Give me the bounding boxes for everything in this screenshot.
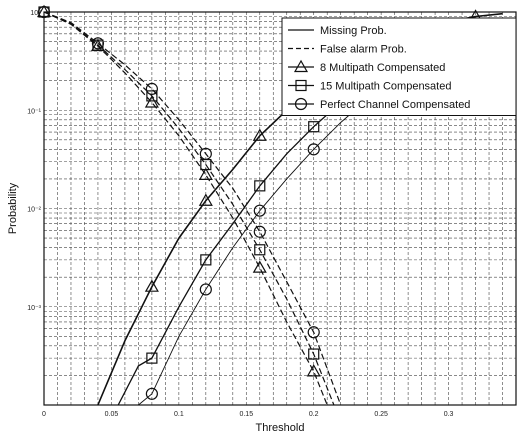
data-point-triangle [252,128,267,141]
plot-area-frame [43,11,517,406]
legend-label: 15 Multipath Compensated [320,81,451,93]
series-false_alarm-circle [37,5,342,406]
legend: Missing Prob. False alarm Prob. 8 Multipat… [281,17,517,116]
x-tick-label: 0.1 [174,411,184,418]
tick-labels: 0 0.05 0.1 0.15 0.2 0.25 0.3 10⁰ 10⁻¹ 10⁻² 10⁻³ [27,9,453,418]
data-point-circle [145,82,158,95]
data-point-circle [294,97,308,111]
y-tick-label: 10⁰ [30,9,41,17]
x-tick-label: 0.2 [309,411,319,418]
data-point-square [146,90,158,102]
data-point-square [146,352,158,364]
data-point-square [308,348,320,360]
legend-label: False alarm Prob. [320,44,407,56]
data-point-triangle [144,279,159,292]
legend-entry: False alarm Prob. [288,44,407,56]
legend-label: 8 Multipath Compensated [320,62,445,74]
data-point-square [254,244,266,256]
data-point-triangle [306,364,321,377]
y-tick-label: 10⁻³ [27,305,41,312]
x-axis-label: Threshold [256,422,305,434]
data-point-triangle [144,95,159,108]
data-point-circle [253,225,266,238]
data-point-circle [253,204,266,217]
legend-entry: 15 Multipath Compensated [288,79,451,93]
data-point-circle [91,37,105,50]
x-tick-label: 0 [42,411,46,418]
y-axis-label: Probability [7,182,19,234]
x-tick-label: 0.3 [444,411,454,418]
x-tick-label: 0.05 [105,411,119,418]
data-point-square [200,254,212,266]
data-point-circle [145,387,158,400]
y-tick-label: 10⁻¹ [27,108,41,115]
data-point-triangle [293,59,309,73]
data-point-triangle [198,193,213,206]
legend-entry: Missing Prob. [288,25,387,37]
data-point-square [308,121,320,133]
data-point-circle [199,147,212,160]
grid [44,12,516,405]
data-point-triangle [198,167,213,180]
x-tick-label: 0.25 [374,411,388,418]
data-point-circle [199,283,212,296]
data-point-square [295,79,307,92]
legend-label: Missing Prob. [320,25,387,37]
data-point-square [254,180,266,192]
legend-label: Perfect Channel Compensated [320,99,470,111]
legend-box [281,17,517,116]
legend-entry: Perfect Channel Compensated [288,97,470,111]
data-point-circle [307,143,320,156]
x-tick-label: 0.15 [239,411,253,418]
legend-entry: 8 Multipath Compensated [288,59,445,74]
data-point-circle [307,326,320,339]
data-point-triangle [252,260,267,273]
y-tick-label: 10⁻² [27,207,41,214]
